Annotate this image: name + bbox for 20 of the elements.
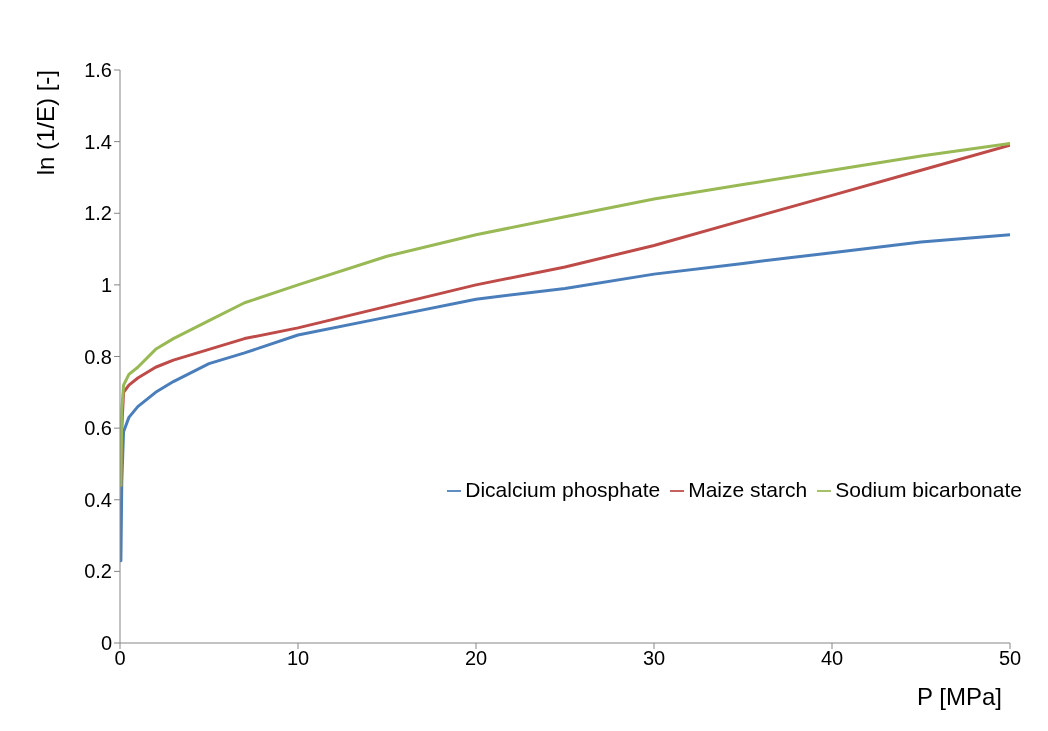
legend-label: Maize starch: [688, 478, 808, 501]
y-tick-label: 0: [100, 632, 112, 655]
x-tick-label: 0: [114, 647, 126, 670]
y-tick-label: 0.6: [84, 417, 112, 440]
legend-label: Sodium bicarbonate: [835, 478, 1022, 501]
x-tick-label: 40: [820, 647, 844, 670]
y-tick-label: 1.6: [84, 59, 112, 82]
x-tick-label: 50: [998, 647, 1022, 670]
y-tick-label: 1.2: [84, 202, 112, 225]
y-tick-label: 0.8: [84, 345, 112, 368]
x-tick-label: 20: [464, 647, 488, 670]
x-axis-title: P [MPa]: [917, 683, 1002, 710]
y-axis-title: ln (1/E) [-]: [32, 70, 60, 176]
y-tick-label: 0.2: [84, 560, 112, 583]
x-tick-label: 10: [286, 647, 310, 670]
x-tick-label: 30: [642, 647, 666, 670]
y-tick-label: 1.4: [84, 130, 112, 153]
legend-label: Dicalcium phosphate: [465, 478, 661, 501]
y-tick-label: 0.4: [84, 488, 112, 511]
y-tick-label: 1: [100, 273, 112, 296]
